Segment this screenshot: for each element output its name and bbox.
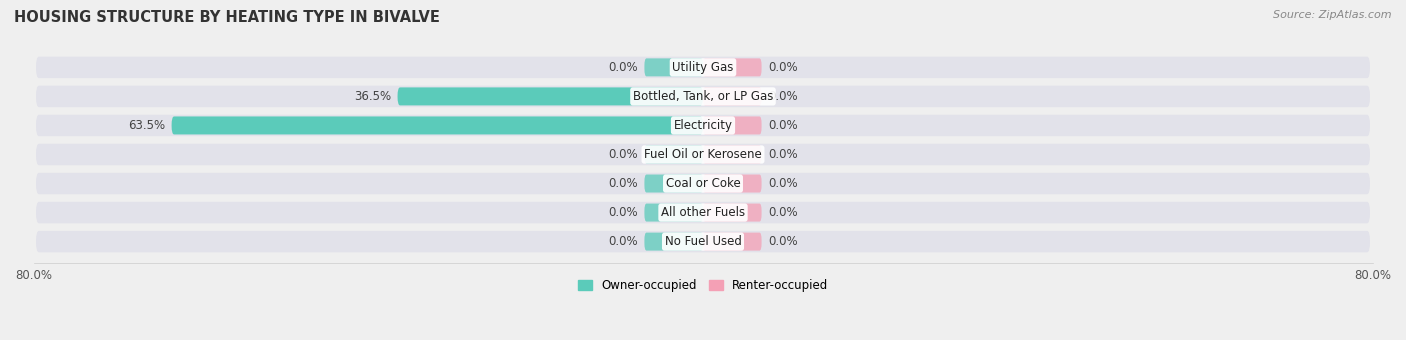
Text: 0.0%: 0.0%	[609, 206, 638, 219]
FancyBboxPatch shape	[703, 204, 762, 222]
Text: 0.0%: 0.0%	[768, 206, 797, 219]
FancyBboxPatch shape	[37, 144, 1369, 165]
Text: 0.0%: 0.0%	[609, 235, 638, 248]
FancyBboxPatch shape	[37, 57, 1369, 78]
FancyBboxPatch shape	[37, 231, 1369, 252]
Text: Utility Gas: Utility Gas	[672, 61, 734, 74]
Text: No Fuel Used: No Fuel Used	[665, 235, 741, 248]
FancyBboxPatch shape	[644, 204, 703, 222]
Text: Coal or Coke: Coal or Coke	[665, 177, 741, 190]
FancyBboxPatch shape	[37, 86, 1369, 107]
Text: Source: ZipAtlas.com: Source: ZipAtlas.com	[1274, 10, 1392, 20]
Text: 0.0%: 0.0%	[768, 90, 797, 103]
FancyBboxPatch shape	[172, 117, 703, 134]
Text: 0.0%: 0.0%	[768, 148, 797, 161]
Text: 0.0%: 0.0%	[609, 61, 638, 74]
FancyBboxPatch shape	[644, 146, 703, 164]
FancyBboxPatch shape	[703, 117, 762, 134]
Text: 63.5%: 63.5%	[128, 119, 165, 132]
Text: 0.0%: 0.0%	[609, 148, 638, 161]
FancyBboxPatch shape	[644, 233, 703, 251]
FancyBboxPatch shape	[703, 146, 762, 164]
Text: 0.0%: 0.0%	[768, 235, 797, 248]
Legend: Owner-occupied, Renter-occupied: Owner-occupied, Renter-occupied	[572, 274, 834, 297]
Text: Electricity: Electricity	[673, 119, 733, 132]
FancyBboxPatch shape	[37, 173, 1369, 194]
Text: 36.5%: 36.5%	[354, 90, 391, 103]
FancyBboxPatch shape	[703, 174, 762, 192]
Text: 0.0%: 0.0%	[768, 177, 797, 190]
FancyBboxPatch shape	[703, 58, 762, 76]
FancyBboxPatch shape	[37, 115, 1369, 136]
FancyBboxPatch shape	[398, 87, 703, 105]
Text: Fuel Oil or Kerosene: Fuel Oil or Kerosene	[644, 148, 762, 161]
Text: Bottled, Tank, or LP Gas: Bottled, Tank, or LP Gas	[633, 90, 773, 103]
Text: HOUSING STRUCTURE BY HEATING TYPE IN BIVALVE: HOUSING STRUCTURE BY HEATING TYPE IN BIV…	[14, 10, 440, 25]
Text: All other Fuels: All other Fuels	[661, 206, 745, 219]
FancyBboxPatch shape	[644, 174, 703, 192]
FancyBboxPatch shape	[703, 233, 762, 251]
Text: 0.0%: 0.0%	[768, 61, 797, 74]
FancyBboxPatch shape	[644, 58, 703, 76]
FancyBboxPatch shape	[37, 202, 1369, 223]
Text: 0.0%: 0.0%	[609, 177, 638, 190]
FancyBboxPatch shape	[703, 87, 762, 105]
Text: 0.0%: 0.0%	[768, 119, 797, 132]
